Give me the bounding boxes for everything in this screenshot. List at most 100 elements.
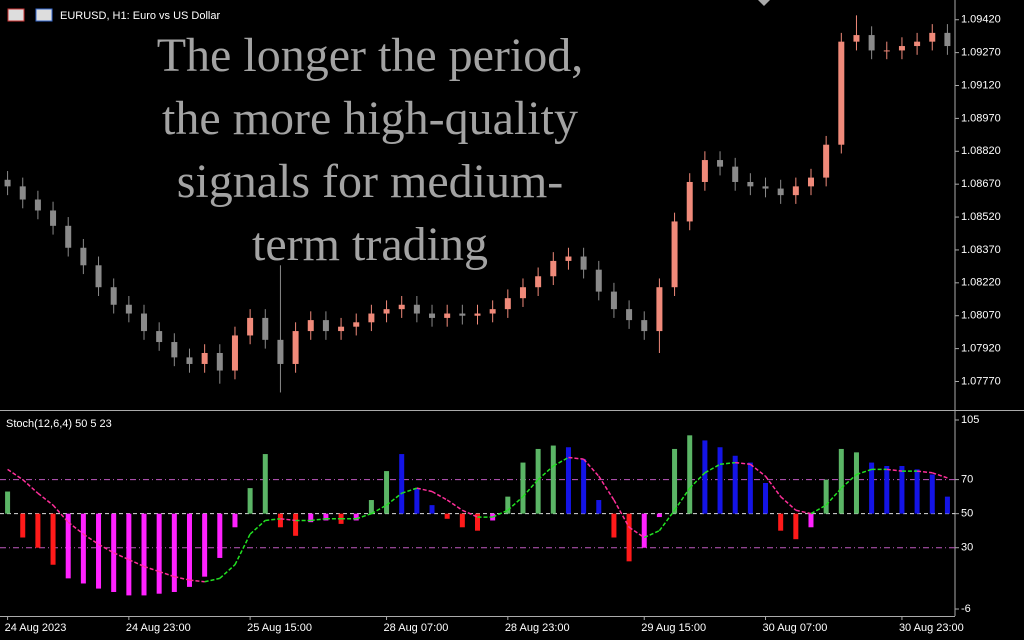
signal-line — [689, 472, 706, 489]
signal-line — [219, 564, 236, 579]
candle-body — [353, 322, 360, 327]
x-tick-label: 24 Aug 23:00 — [126, 622, 191, 634]
candle-body — [4, 179, 11, 187]
signal-line — [98, 543, 115, 554]
signal-line — [810, 504, 827, 515]
candle-body — [19, 186, 26, 200]
candle-body — [868, 35, 875, 51]
signal-line — [371, 504, 387, 515]
candle-body — [322, 320, 329, 332]
signal-line — [658, 509, 676, 532]
signal-line — [507, 496, 524, 511]
y-tick-label: 50 — [961, 508, 973, 520]
histogram-bar — [202, 513, 208, 577]
histogram-bar — [5, 491, 11, 514]
candle-body — [838, 41, 845, 145]
candle-body — [504, 298, 511, 310]
histogram-bar — [186, 513, 192, 587]
candle-body — [626, 309, 633, 321]
signal-line — [82, 533, 99, 545]
candle-body — [701, 160, 708, 182]
histogram-bar — [884, 465, 890, 514]
histogram-bar — [565, 447, 571, 514]
candle-body — [550, 260, 557, 277]
candle-body — [65, 225, 72, 248]
candle-body — [292, 331, 299, 364]
histogram-bar — [793, 513, 799, 540]
candle-body — [853, 35, 860, 42]
signal-line — [310, 518, 326, 522]
candle-body — [262, 317, 269, 340]
signal-line — [886, 468, 903, 472]
symbol-icons — [7, 8, 53, 22]
signal-line — [67, 521, 84, 535]
y-tick-label: 1.08670 — [961, 178, 1001, 190]
histogram-bar — [611, 513, 617, 538]
signal-line — [462, 509, 478, 518]
y-tick-label: 1.08370 — [961, 244, 1001, 256]
annotation: term trading — [252, 218, 488, 271]
histogram-bar — [323, 513, 329, 521]
histogram-bar — [353, 513, 359, 521]
annotation: the more high-quality — [162, 92, 578, 145]
y-tick-label: 1.09420 — [961, 14, 1001, 26]
histogram-bar — [247, 488, 253, 514]
candle-body — [247, 317, 254, 336]
signal-line — [735, 461, 751, 466]
candle-body — [580, 256, 587, 270]
histogram-bar — [581, 459, 587, 514]
x-tick-label: 25 Aug 15:00 — [247, 622, 312, 634]
chart-title: EURUSD, H1: Euro vs US Dollar — [60, 10, 220, 22]
candle-body — [595, 269, 602, 292]
histogram-bar — [232, 513, 238, 528]
candle-body — [231, 335, 238, 371]
signal-line — [174, 575, 190, 581]
histogram-bar — [156, 513, 162, 594]
signal-line — [932, 472, 948, 479]
candle-body — [34, 199, 41, 211]
signal-line — [128, 558, 145, 568]
candle-body — [444, 313, 451, 318]
histogram-bar — [444, 513, 450, 519]
candle-body — [610, 291, 617, 310]
signal-line — [764, 475, 782, 498]
histogram-bar — [65, 513, 71, 579]
candle-body — [489, 309, 496, 314]
signal-line — [265, 518, 281, 522]
candle-body — [368, 313, 375, 323]
signal-line — [401, 487, 418, 494]
signal-line — [249, 519, 266, 535]
y-tick-label: 70 — [961, 474, 973, 486]
signal-line — [825, 487, 842, 506]
candle-body — [171, 342, 178, 358]
histogram-bar — [50, 513, 56, 565]
candle-body — [883, 50, 890, 52]
annotation: signals for medium- — [177, 155, 564, 208]
histogram-bar — [475, 513, 480, 531]
x-tick-label: 24 Aug 2023 — [5, 622, 67, 634]
candle-body — [929, 32, 936, 42]
signal-line — [643, 530, 660, 539]
y-tick-label: 1.09270 — [961, 47, 1001, 59]
y-tick-label: 105 — [961, 414, 979, 426]
histogram-bar — [899, 465, 905, 514]
signal-line — [780, 496, 797, 511]
histogram-bar — [944, 496, 950, 514]
candle-body — [565, 256, 572, 261]
histogram-bar — [414, 488, 420, 514]
histogram-bar — [672, 448, 678, 514]
histogram-bar — [656, 513, 662, 518]
y-tick-label: 1.08970 — [961, 112, 1001, 124]
candle-body — [641, 320, 648, 332]
candle-body — [110, 287, 117, 305]
histogram-bar — [80, 513, 86, 584]
signal-line — [204, 577, 220, 583]
histogram-bar — [596, 500, 602, 514]
signal-line — [583, 458, 600, 477]
signal-line — [856, 468, 872, 476]
candle-body — [762, 186, 769, 189]
candle-body — [413, 304, 420, 314]
signal-line — [598, 475, 615, 501]
